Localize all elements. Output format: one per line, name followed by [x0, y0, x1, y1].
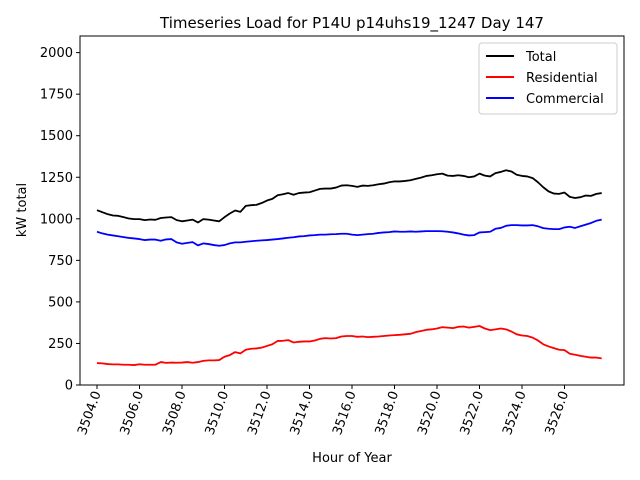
y-tick-label: 500 [48, 295, 73, 310]
legend-label-total: Total [525, 50, 556, 65]
series-lines [96, 169, 602, 366]
legend-label-commercial: Commercial [526, 92, 604, 107]
plot-frame [79, 35, 625, 386]
y-tick-label: 750 [48, 254, 73, 269]
series-line-total [96, 169, 602, 224]
y-tick-label: 2000 [40, 46, 73, 61]
y-tick-label: 250 [48, 337, 73, 352]
y-tick-label: 0 [65, 379, 73, 394]
y-tick-label: 1250 [40, 171, 73, 186]
chart-title: Timeseries Load for P14U p14uhs19_1247 D… [159, 14, 544, 33]
x-axis-label: Hour of Year [312, 451, 392, 466]
legend-label-residential: Residential [526, 71, 598, 86]
legend-box [478, 42, 618, 115]
y-axis-ticks: 0 250 500 750 1000 1250 1500 1750 2000 [40, 46, 80, 394]
y-axis-label: kW total [15, 183, 30, 237]
y-tick-label: 1500 [40, 129, 73, 144]
y-tick-label: 1750 [40, 88, 73, 103]
y-tick-label: 1000 [40, 212, 73, 227]
series-line-residential [96, 325, 602, 366]
series-line-commercial [96, 218, 602, 247]
legend: Total Residential Commercial [478, 42, 618, 115]
